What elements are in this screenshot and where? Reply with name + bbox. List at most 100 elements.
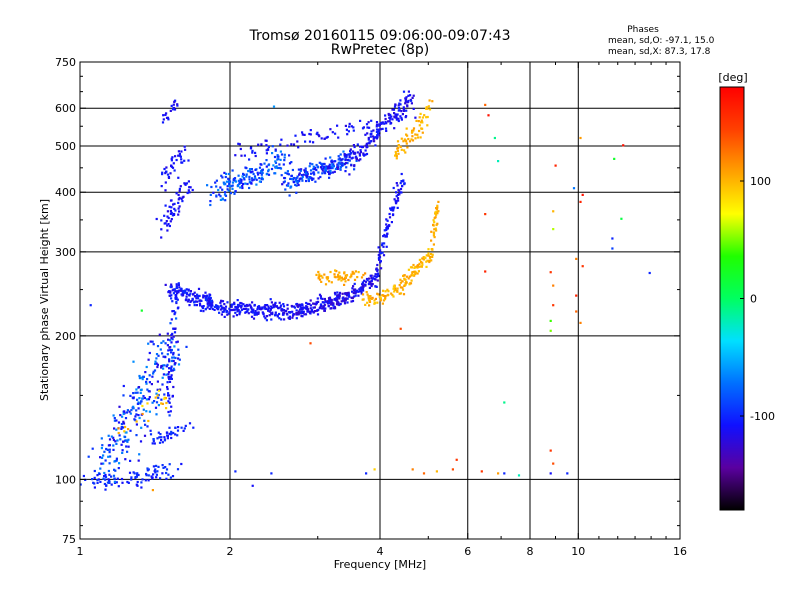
y-tick-label: 600 bbox=[55, 102, 76, 115]
data-point bbox=[310, 177, 313, 180]
data-point bbox=[312, 165, 315, 168]
data-point bbox=[170, 351, 173, 354]
data-point bbox=[193, 304, 196, 307]
data-point bbox=[359, 149, 362, 152]
data-point bbox=[234, 311, 237, 314]
data-point bbox=[219, 301, 222, 304]
data-point bbox=[165, 407, 168, 410]
data-point bbox=[399, 286, 402, 289]
data-point bbox=[373, 140, 376, 143]
data-point bbox=[359, 145, 362, 148]
data-point bbox=[145, 398, 148, 401]
data-point bbox=[295, 317, 298, 320]
data-point bbox=[385, 218, 388, 221]
data-point bbox=[408, 283, 411, 286]
data-point bbox=[235, 314, 238, 317]
data-point bbox=[251, 309, 254, 312]
data-point bbox=[113, 460, 116, 463]
data-point bbox=[377, 132, 380, 135]
data-point bbox=[251, 170, 254, 173]
data-point bbox=[237, 142, 240, 145]
data-point bbox=[173, 331, 177, 334]
data-point bbox=[173, 100, 176, 104]
data-point bbox=[400, 191, 403, 194]
data-point bbox=[188, 304, 191, 307]
data-point bbox=[103, 471, 106, 475]
data-point bbox=[402, 293, 406, 296]
data-point bbox=[251, 149, 254, 152]
data-point bbox=[320, 304, 323, 308]
data-point bbox=[275, 165, 278, 168]
data-point bbox=[224, 191, 227, 194]
data-point bbox=[179, 154, 182, 157]
data-point bbox=[288, 317, 291, 320]
data-point bbox=[335, 270, 338, 273]
data-point bbox=[176, 429, 180, 432]
data-point bbox=[296, 181, 299, 184]
data-point bbox=[245, 175, 248, 178]
data-point bbox=[195, 304, 198, 307]
data-point bbox=[407, 90, 410, 93]
data-point bbox=[329, 128, 332, 131]
data-point bbox=[265, 173, 268, 176]
data-point bbox=[274, 161, 278, 164]
data-point bbox=[175, 158, 178, 162]
data-point bbox=[390, 115, 393, 118]
data-point bbox=[390, 292, 393, 295]
data-point bbox=[320, 307, 323, 310]
data-point bbox=[174, 362, 177, 365]
data-point bbox=[412, 129, 415, 132]
data-point bbox=[312, 168, 315, 171]
data-point bbox=[387, 120, 390, 123]
data-point bbox=[339, 153, 342, 156]
data-point bbox=[297, 146, 300, 149]
data-point bbox=[581, 193, 584, 196]
data-point bbox=[127, 445, 130, 448]
data-point bbox=[320, 274, 323, 277]
data-point bbox=[269, 298, 272, 301]
data-point bbox=[436, 204, 439, 207]
data-point bbox=[104, 459, 107, 462]
data-point bbox=[359, 119, 362, 122]
data-point bbox=[332, 302, 335, 305]
data-point bbox=[165, 112, 168, 115]
data-point bbox=[265, 165, 268, 168]
data-point bbox=[410, 102, 413, 105]
data-point bbox=[294, 134, 297, 137]
data-point bbox=[116, 477, 119, 480]
data-point bbox=[167, 392, 170, 395]
data-point bbox=[622, 144, 625, 147]
data-point bbox=[113, 477, 116, 480]
data-point bbox=[154, 468, 157, 471]
data-point bbox=[215, 185, 218, 188]
data-point bbox=[303, 313, 306, 316]
data-point bbox=[221, 300, 225, 303]
data-point bbox=[396, 149, 399, 152]
data-point bbox=[237, 174, 240, 177]
data-point bbox=[398, 284, 401, 287]
data-point bbox=[346, 297, 349, 300]
data-point bbox=[217, 306, 220, 309]
data-point bbox=[403, 149, 406, 152]
data-point bbox=[257, 305, 261, 308]
data-point bbox=[160, 438, 163, 442]
data-point bbox=[357, 159, 361, 162]
data-point bbox=[340, 279, 343, 282]
data-point bbox=[141, 478, 144, 481]
data-point bbox=[405, 281, 408, 284]
data-point bbox=[180, 462, 183, 466]
data-point bbox=[176, 340, 179, 343]
data-point bbox=[356, 143, 359, 146]
data-point bbox=[166, 434, 169, 438]
data-point bbox=[156, 437, 159, 440]
data-point bbox=[156, 380, 159, 383]
data-point bbox=[412, 127, 416, 130]
data-point bbox=[394, 113, 397, 116]
data-point bbox=[365, 277, 369, 281]
data-point bbox=[374, 136, 377, 139]
data-point bbox=[174, 426, 177, 429]
data-point bbox=[289, 311, 292, 314]
x-tick-label: 10 bbox=[571, 545, 585, 558]
data-point bbox=[300, 303, 304, 306]
data-point bbox=[324, 168, 327, 171]
